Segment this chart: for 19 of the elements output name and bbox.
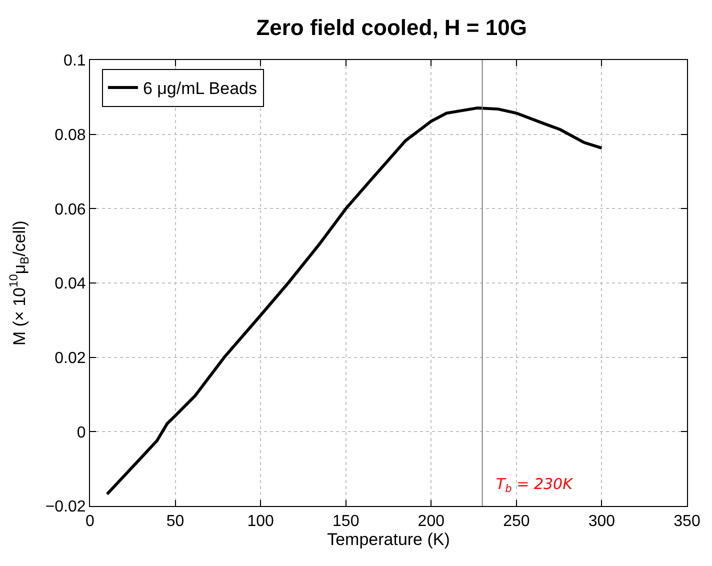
ref-line-label: T$_{b}$ = 230K — [496, 475, 574, 496]
x-tick-label: 200 — [418, 513, 445, 530]
y-tick-label: 0.1 — [64, 52, 86, 70]
x-tick-label: 150 — [332, 513, 360, 530]
y-tick-label: 0.08 — [54, 126, 86, 144]
y-tick-label: 0.02 — [54, 350, 86, 367]
y-tick-label: 0.04 — [54, 276, 86, 293]
x-tick-label: 50 — [166, 513, 184, 530]
x-tick-label: 100 — [247, 513, 274, 530]
chart-title: Zero field cooled, H = 10G — [256, 15, 527, 40]
y-tick-label: 0.06 — [54, 201, 86, 218]
legend-label: 6 μg/mL Beads — [142, 79, 258, 98]
x-axis-title: Temperature (K) — [327, 530, 450, 550]
x-tick-label: 350 — [674, 513, 700, 530]
y-tick-label: −0.02 — [45, 498, 86, 516]
line-series — [106, 106, 604, 496]
x-tick-label: 250 — [503, 513, 530, 530]
y-tick-label: 0 — [76, 424, 86, 442]
x-tick-label: 300 — [588, 513, 616, 530]
